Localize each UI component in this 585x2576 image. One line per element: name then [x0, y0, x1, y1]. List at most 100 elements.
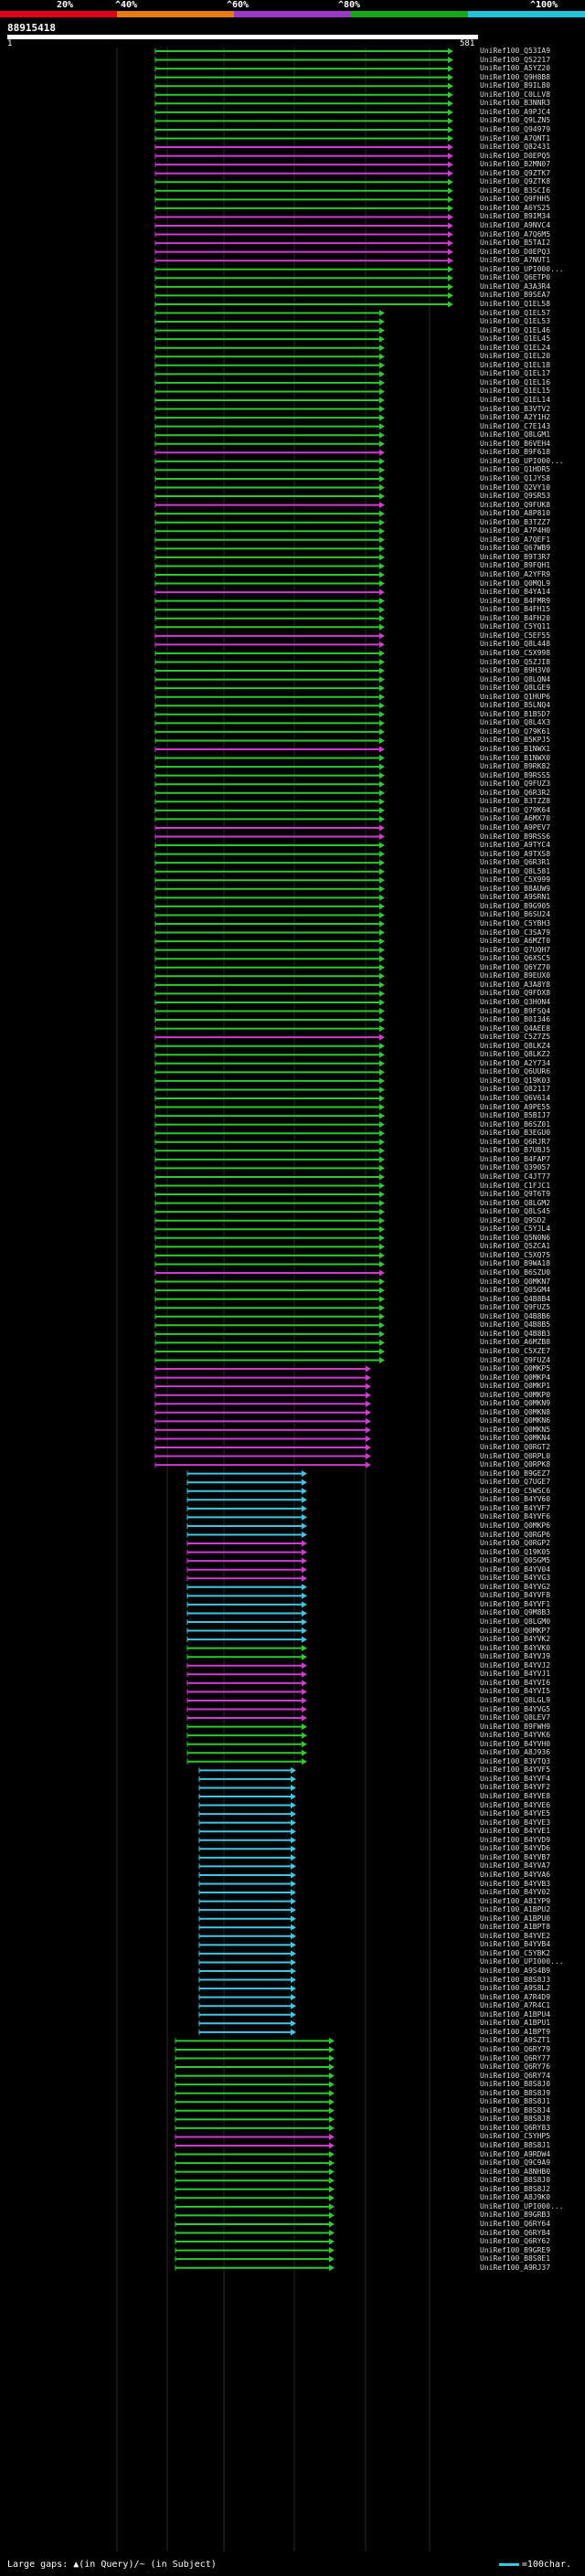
hit-label[interactable]: UniRef100_Q0MKP0 — [480, 1391, 551, 1399]
hit-label[interactable]: UniRef100_A1BPU0 — [480, 1914, 551, 1923]
hit-label[interactable]: UniRef100_B4FH20 — [480, 614, 551, 622]
hit-label[interactable]: UniRef100_C5EF55 — [480, 631, 551, 640]
hit-label[interactable]: UniRef100_Q05GM5 — [480, 1557, 551, 1565]
hit-label[interactable]: UniRef100_Q9FUZ5 — [480, 1304, 551, 1312]
hit-label[interactable]: UniRef100_A1BPT8 — [480, 1924, 551, 1932]
hit-label[interactable]: UniRef100_A6MZB8 — [480, 1339, 551, 1347]
hit-label[interactable]: UniRef100_Q1EL45 — [480, 335, 551, 344]
hit-label[interactable]: UniRef100_Q5ZCA1 — [480, 1243, 551, 1251]
hit-label[interactable]: UniRef100_B4YVA6 — [480, 1871, 551, 1879]
hit-label[interactable]: UniRef100_Q8LGE9 — [480, 684, 551, 693]
hit-label[interactable]: UniRef100_Q4B8B5 — [480, 1321, 551, 1330]
hit-label[interactable]: UniRef100_C5XQ75 — [480, 1251, 551, 1259]
hit-label[interactable]: UniRef100_Q3HON4 — [480, 998, 551, 1006]
hit-label[interactable]: UniRef100_Q0MKP6 — [480, 1521, 551, 1530]
hit-label[interactable]: UniRef100_Q4B8B3 — [480, 1330, 551, 1338]
hit-label[interactable]: UniRef100_Q8L4X3 — [480, 719, 551, 727]
hit-label[interactable]: UniRef100_Q6V614 — [480, 1095, 551, 1102]
hit-label[interactable]: UniRef100_B4YVI6 — [480, 1679, 551, 1687]
hit-label[interactable]: UniRef100_B4YVF1 — [480, 1600, 551, 1608]
hit-label[interactable]: UniRef100_B4YVD6 — [480, 1845, 551, 1853]
hit-label[interactable]: UniRef100_A7Q6M5 — [480, 230, 551, 239]
hit-label[interactable]: UniRef100_Q0RPK8 — [480, 1461, 551, 1469]
hit-label[interactable]: UniRef100_B4YVF4 — [480, 1775, 551, 1783]
hit-label[interactable]: UniRef100_Q7UGE7 — [480, 1479, 551, 1487]
hit-label[interactable]: UniRef100_C5WSC6 — [480, 1487, 551, 1495]
hit-label[interactable]: UniRef100_A8J936 — [480, 1749, 551, 1757]
hit-label[interactable]: UniRef100_Q19K03 — [480, 1076, 551, 1085]
hit-label[interactable]: UniRef100_Q67WB9 — [480, 545, 551, 553]
hit-label[interactable]: UniRef100_A1BPT9 — [480, 2028, 551, 2036]
hit-label[interactable]: UniRef100_B4YVJ9 — [480, 1653, 551, 1661]
hit-label[interactable]: UniRef100_Q0RGT2 — [480, 1444, 551, 1451]
hit-label[interactable]: UniRef100_Q0MKN7 — [480, 1277, 551, 1286]
hit-label[interactable]: UniRef100_B9IL80 — [480, 82, 551, 90]
hit-label[interactable]: UniRef100_A2Y1H2 — [480, 414, 551, 422]
hit-label[interactable]: UniRef100_Q82431 — [480, 143, 551, 152]
hit-label[interactable]: UniRef100_B4YVB3 — [480, 1880, 551, 1888]
hit-label[interactable]: UniRef100_B4YVD9 — [480, 1836, 551, 1844]
hit-label[interactable]: UniRef100_B1B5D7 — [480, 710, 551, 718]
hit-label[interactable]: UniRef100_Q0RGP6 — [480, 1531, 551, 1539]
hit-label[interactable]: UniRef100_Q0RPL0 — [480, 1452, 551, 1460]
hit-label[interactable]: UniRef100_B4YVJ1 — [480, 1670, 551, 1679]
hit-label[interactable]: UniRef100_C0LLV8 — [480, 90, 551, 99]
hit-label[interactable]: UniRef100_C4JT77 — [480, 1172, 551, 1181]
hit-label[interactable]: UniRef100_B8S8J4 — [480, 2106, 551, 2115]
hit-label[interactable]: UniRef100_UPI000... — [480, 265, 564, 273]
hit-label[interactable]: UniRef100_B9FSQ4 — [480, 1007, 551, 1015]
hit-label[interactable]: UniRef100_B8S8J9 — [480, 2089, 551, 2097]
hit-label[interactable]: UniRef100_B9RSS6 — [480, 832, 551, 841]
hit-label[interactable]: UniRef100_C5YBH3 — [480, 920, 551, 928]
hit-label[interactable]: UniRef100_B2MN07 — [480, 161, 551, 169]
hit-label[interactable]: UniRef100_D0EPQ5 — [480, 152, 551, 160]
hit-label[interactable]: UniRef100_A7R4C1 — [480, 2002, 551, 2010]
hit-label[interactable]: UniRef100_Q9T6T9 — [480, 1191, 551, 1199]
hit-label[interactable]: UniRef100_B4YVE5 — [480, 1810, 551, 1818]
hit-label[interactable]: UniRef100_Q9C9A9 — [480, 2159, 551, 2168]
hit-label[interactable]: UniRef100_B8S8J8 — [480, 2115, 551, 2124]
hit-label[interactable]: UniRef100_Q5N0N6 — [480, 1234, 551, 1242]
hit-label[interactable]: UniRef100_B1NWX1 — [480, 746, 551, 753]
hit-label[interactable]: UniRef100_Q6RY64 — [480, 2220, 551, 2228]
hit-label[interactable]: UniRef100_Q1EL16 — [480, 378, 551, 387]
hit-label[interactable]: UniRef100_Q0MQL9 — [480, 579, 551, 588]
hit-label[interactable]: UniRef100_A1BPU1 — [480, 2019, 551, 2028]
hit-label[interactable]: UniRef100_Q0RGP2 — [480, 1540, 551, 1548]
hit-label[interactable]: UniRef100_A3A3R4 — [480, 282, 551, 291]
hit-label[interactable]: UniRef100_Q94979 — [480, 125, 551, 133]
hit-label[interactable]: UniRef100_B9GRB3 — [480, 2211, 551, 2220]
hit-label[interactable]: UniRef100_Q0MKN9 — [480, 1400, 551, 1408]
hit-label[interactable]: UniRef100_Q6UUR6 — [480, 1068, 551, 1076]
hit-label[interactable]: UniRef100_Q1EL14 — [480, 397, 551, 404]
hit-label[interactable]: UniRef100_UPI000... — [480, 457, 564, 465]
hit-label[interactable]: UniRef100_B3EGU0 — [480, 1129, 551, 1138]
hit-label[interactable]: UniRef100_B5TAI2 — [480, 239, 551, 248]
hit-label[interactable]: UniRef100_Q7UQH7 — [480, 946, 551, 954]
hit-label[interactable]: UniRef100_Q9LZN5 — [480, 117, 551, 125]
hit-label[interactable]: UniRef100_Q8LS45 — [480, 1208, 551, 1216]
hit-label[interactable]: UniRef100_B4YV02 — [480, 1889, 551, 1897]
hit-label[interactable]: UniRef100_B4YVF6 — [480, 1513, 551, 1521]
hit-label[interactable]: UniRef100_B8S8J1 — [480, 2142, 551, 2149]
hit-label[interactable]: UniRef100_Q79K64 — [480, 806, 551, 814]
hit-label[interactable]: UniRef100_Q0MKN8 — [480, 1408, 551, 1416]
hit-label[interactable]: UniRef100_B6SZU0 — [480, 1269, 551, 1277]
hit-label[interactable]: UniRef100_Q4AEE8 — [480, 1024, 551, 1033]
hit-label[interactable]: UniRef100_Q1EL18 — [480, 361, 551, 369]
hit-label[interactable]: UniRef100_Q1EL46 — [480, 326, 551, 334]
hit-label[interactable]: UniRef100_Q9FUZ3 — [480, 780, 551, 789]
hit-label[interactable]: UniRef100_C1FJC1 — [480, 1182, 551, 1190]
hit-label[interactable]: UniRef100_Q53IA9 — [480, 48, 551, 55]
hit-label[interactable]: UniRef100_B9RSS5 — [480, 771, 551, 779]
hit-label[interactable]: UniRef100_Q0MKP5 — [480, 1365, 551, 1373]
hit-label[interactable]: UniRef100_Q0MKP4 — [480, 1373, 551, 1382]
hit-label[interactable]: UniRef100_B9F618 — [480, 449, 551, 457]
hit-label[interactable]: UniRef100_A7QNT1 — [480, 134, 551, 143]
hit-label[interactable]: UniRef100_Q6ETP0 — [480, 274, 551, 282]
hit-label[interactable]: UniRef100_Q6XSC5 — [480, 955, 551, 963]
hit-label[interactable]: UniRef100_A8J9K0 — [480, 2194, 551, 2202]
hit-label[interactable]: UniRef100_Q6R3R2 — [480, 789, 551, 797]
hit-label[interactable]: UniRef100_Q9H8B8 — [480, 73, 551, 81]
hit-label[interactable]: UniRef100_B4YVK0 — [480, 1644, 551, 1652]
